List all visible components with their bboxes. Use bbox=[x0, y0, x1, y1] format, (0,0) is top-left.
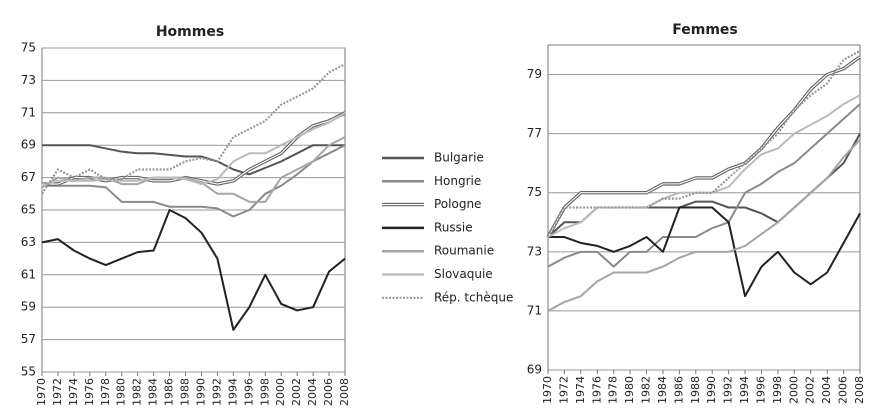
x-tick-label: 1988 bbox=[179, 378, 192, 406]
y-tick-label: 67 bbox=[21, 170, 36, 184]
y-tick-label: 75 bbox=[527, 185, 542, 199]
series-line bbox=[42, 144, 346, 218]
legend-label: Roumanie bbox=[434, 244, 494, 258]
series-line bbox=[548, 206, 861, 298]
x-tick-label: 1972 bbox=[51, 378, 64, 406]
series-line bbox=[547, 103, 861, 268]
y-tick-label: 61 bbox=[21, 267, 36, 281]
x-tick-label: 2000 bbox=[787, 376, 800, 404]
x-tick-label: 1970 bbox=[541, 376, 554, 404]
series-line bbox=[41, 136, 346, 203]
y-tick-label: 55 bbox=[21, 365, 36, 379]
x-tick-label: 2002 bbox=[290, 378, 303, 406]
x-tick-label: 2008 bbox=[338, 378, 351, 406]
y-tick-label: 73 bbox=[527, 244, 542, 258]
x-tick-label: 1972 bbox=[557, 376, 570, 404]
series-line bbox=[41, 111, 346, 187]
y-tick-label: 69 bbox=[21, 138, 36, 152]
x-tick-label: 1994 bbox=[226, 378, 239, 406]
x-tick-label: 1992 bbox=[722, 376, 735, 404]
x-tick-label: 1984 bbox=[656, 376, 669, 404]
x-tick-label: 1988 bbox=[689, 376, 702, 404]
series-line bbox=[547, 49, 861, 238]
legend-label: Hongrie bbox=[434, 174, 481, 188]
chart-title: Hommes bbox=[156, 24, 224, 40]
y-tick-label: 71 bbox=[21, 105, 36, 119]
series-line bbox=[547, 94, 861, 238]
x-tick-label: 1976 bbox=[590, 376, 603, 404]
x-tick-label: 1976 bbox=[83, 378, 96, 406]
legend-label: Slovaquie bbox=[434, 267, 493, 281]
x-tick-label: 1990 bbox=[705, 376, 718, 404]
x-tick-label: 2004 bbox=[306, 378, 319, 406]
y-tick-label: 59 bbox=[21, 300, 36, 314]
x-tick-label: 1986 bbox=[163, 378, 176, 406]
x-tick-label: 1980 bbox=[623, 376, 636, 404]
x-tick-label: 1986 bbox=[672, 376, 685, 404]
x-tick-label: 1982 bbox=[131, 378, 144, 406]
y-tick-label: 69 bbox=[527, 363, 542, 377]
x-tick-label: 2006 bbox=[837, 376, 850, 404]
series-line bbox=[41, 209, 346, 331]
y-tick-label: 77 bbox=[527, 126, 542, 140]
x-tick-label: 1974 bbox=[574, 376, 587, 404]
x-tick-label: 1990 bbox=[194, 378, 207, 406]
series-line bbox=[547, 133, 861, 238]
legend-label: Pologne bbox=[434, 197, 481, 211]
series-line bbox=[41, 63, 346, 195]
x-tick-label: 2000 bbox=[274, 378, 287, 406]
x-tick-label: 1998 bbox=[771, 376, 784, 404]
x-tick-label: 2008 bbox=[853, 376, 866, 404]
y-tick-label: 63 bbox=[21, 235, 36, 249]
x-tick-label: 2006 bbox=[322, 378, 335, 406]
x-tick-label: 1974 bbox=[67, 378, 80, 406]
series-line-inner bbox=[547, 56, 861, 238]
y-tick-label: 71 bbox=[527, 303, 542, 317]
x-tick-label: 1982 bbox=[640, 376, 653, 404]
y-tick-label: 65 bbox=[21, 203, 36, 217]
y-tick-label: 73 bbox=[21, 73, 36, 87]
legend-label: Rép. tchèque bbox=[434, 290, 513, 304]
y-tick-label: 79 bbox=[527, 67, 542, 81]
chart-title: Femmes bbox=[672, 22, 738, 38]
x-tick-label: 1978 bbox=[99, 378, 112, 406]
x-tick-label: 1998 bbox=[258, 378, 271, 406]
y-tick-label: 75 bbox=[21, 41, 36, 55]
x-tick-label: 2002 bbox=[804, 376, 817, 404]
x-tick-label: 1994 bbox=[738, 376, 751, 404]
x-tick-label: 1992 bbox=[210, 378, 223, 406]
x-tick-label: 1984 bbox=[147, 378, 160, 406]
x-tick-label: 1980 bbox=[115, 378, 128, 406]
x-tick-label: 2004 bbox=[820, 376, 833, 404]
legend-label: Russie bbox=[434, 220, 473, 234]
series-line bbox=[547, 138, 861, 312]
x-tick-label: 1970 bbox=[35, 378, 48, 406]
x-tick-label: 1996 bbox=[242, 378, 255, 406]
legend-label: Bulgarie bbox=[434, 151, 484, 165]
series-line bbox=[42, 144, 345, 176]
y-tick-label: 57 bbox=[21, 332, 36, 346]
x-tick-label: 1996 bbox=[754, 376, 767, 404]
x-tick-label: 1978 bbox=[607, 376, 620, 404]
